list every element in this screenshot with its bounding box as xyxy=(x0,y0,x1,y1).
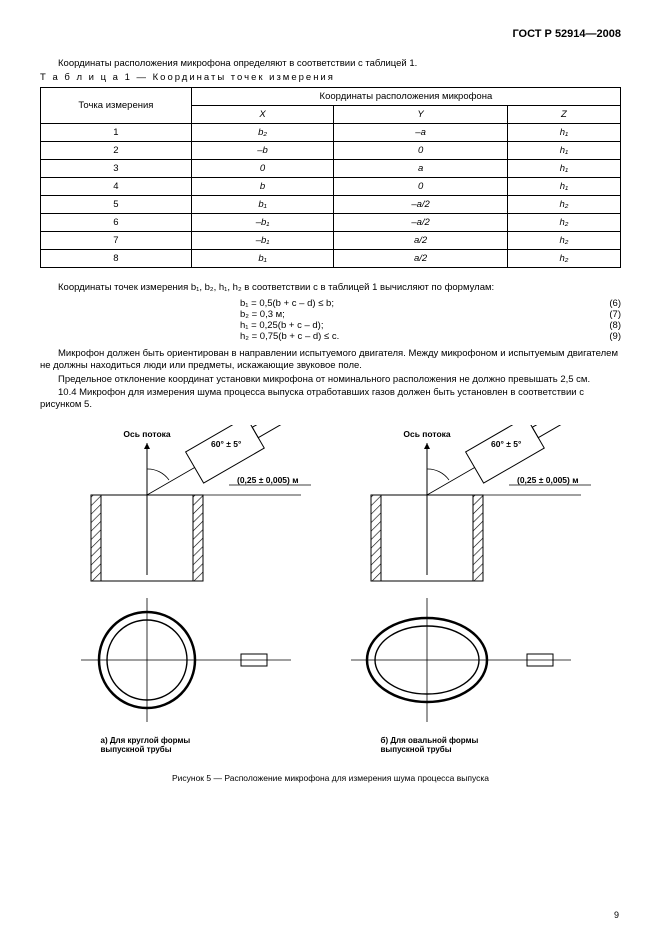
coord-table: Точка измерения Координаты расположения … xyxy=(40,87,621,268)
table-cell: 0 xyxy=(334,141,508,159)
axis-label: Ось потока xyxy=(403,429,451,439)
table-cell: h₂ xyxy=(507,195,620,213)
formula-num: (8) xyxy=(581,320,621,331)
table-cell: 6 xyxy=(41,213,192,231)
formula: h₂ = 0,75(b + c – d) ≤ c. xyxy=(240,331,581,342)
figure-caption-b: б) Для овальной формывыпускной трубы xyxy=(341,737,601,755)
col-point: Точка измерения xyxy=(41,87,192,123)
table-cell: h₂ xyxy=(507,231,620,249)
table-cell: a/2 xyxy=(334,249,508,267)
figure-a: Ось потока 60° ± 5° xyxy=(61,425,321,755)
table-cell: –a/2 xyxy=(334,213,508,231)
table-cell: –a xyxy=(334,123,508,141)
dist-label: (0,25 ± 0,005) м xyxy=(517,475,579,485)
figure-caption-a: а) Для круглой формывыпускной трубы xyxy=(61,737,321,755)
table-cell: –b₁ xyxy=(191,213,334,231)
formula-num: (6) xyxy=(581,298,621,309)
formulas-intro: Координаты точек измерения b₁, b₂, h₁, h… xyxy=(40,282,621,294)
figure-row: Ось потока 60° ± 5° xyxy=(40,425,621,755)
table-cell: –b xyxy=(191,141,334,159)
table-caption: Т а б л и ц а 1 — Координаты точек измер… xyxy=(40,72,621,83)
formula-num: (7) xyxy=(581,309,621,320)
table-cell: b₂ xyxy=(191,123,334,141)
table-cell: b₁ xyxy=(191,249,334,267)
table-cell: h₁ xyxy=(507,141,620,159)
table-cell: b₁ xyxy=(191,195,334,213)
formula: b₂ = 0,3 м; xyxy=(240,309,581,320)
table-cell: 7 xyxy=(41,231,192,249)
table-cell: 4 xyxy=(41,177,192,195)
table-cell: h₁ xyxy=(507,159,620,177)
dist-label: (0,25 ± 0,005) м xyxy=(237,475,299,485)
col-z: Z xyxy=(507,105,620,123)
table-cell: 2 xyxy=(41,141,192,159)
body-para-2: Предельное отклонение координат установк… xyxy=(40,374,621,386)
angle-label: 60° ± 5° xyxy=(211,439,242,449)
table-cell: h₁ xyxy=(507,177,620,195)
table-cell: 5 xyxy=(41,195,192,213)
formula-num: (9) xyxy=(581,331,621,342)
table-cell: b xyxy=(191,177,334,195)
formula: b₁ = 0,5(b + c – d) ≤ b; xyxy=(240,298,581,309)
table-cell: 3 xyxy=(41,159,192,177)
figure-main-caption: Рисунок 5 — Расположение микрофона для и… xyxy=(40,773,621,783)
intro-para: Координаты расположения микрофона опреде… xyxy=(40,58,621,70)
table-cell: 8 xyxy=(41,249,192,267)
table-cell: –b₁ xyxy=(191,231,334,249)
figure-b: Ось потока 60° ± 5° (0,25 ± 0,005) м xyxy=(341,425,601,755)
table-cell: a xyxy=(334,159,508,177)
col-x: X xyxy=(191,105,334,123)
body-para-1: Микрофон должен быть ориентирован в напр… xyxy=(40,348,621,372)
document-header: ГОСТ Р 52914—2008 xyxy=(40,28,621,40)
body-para-3: 10.4 Микрофон для измерения шума процесс… xyxy=(40,387,621,411)
table-cell: 0 xyxy=(334,177,508,195)
angle-label: 60° ± 5° xyxy=(491,439,522,449)
table-cell: h₂ xyxy=(507,249,620,267)
table-cell: h₂ xyxy=(507,213,620,231)
table-cell: 1 xyxy=(41,123,192,141)
axis-label: Ось потока xyxy=(123,429,171,439)
col-y: Y xyxy=(334,105,508,123)
table-cell: –a/2 xyxy=(334,195,508,213)
table-cell: h₁ xyxy=(507,123,620,141)
col-coord-head: Координаты расположения микрофона xyxy=(191,87,620,105)
page-number: 9 xyxy=(614,910,619,920)
table-cell: 0 xyxy=(191,159,334,177)
formula: h₁ = 0,25(b + c – d); xyxy=(240,320,581,331)
table-cell: a/2 xyxy=(334,231,508,249)
formula-block: b₁ = 0,5(b + c – d) ≤ b; (6) b₂ = 0,3 м;… xyxy=(40,298,621,342)
